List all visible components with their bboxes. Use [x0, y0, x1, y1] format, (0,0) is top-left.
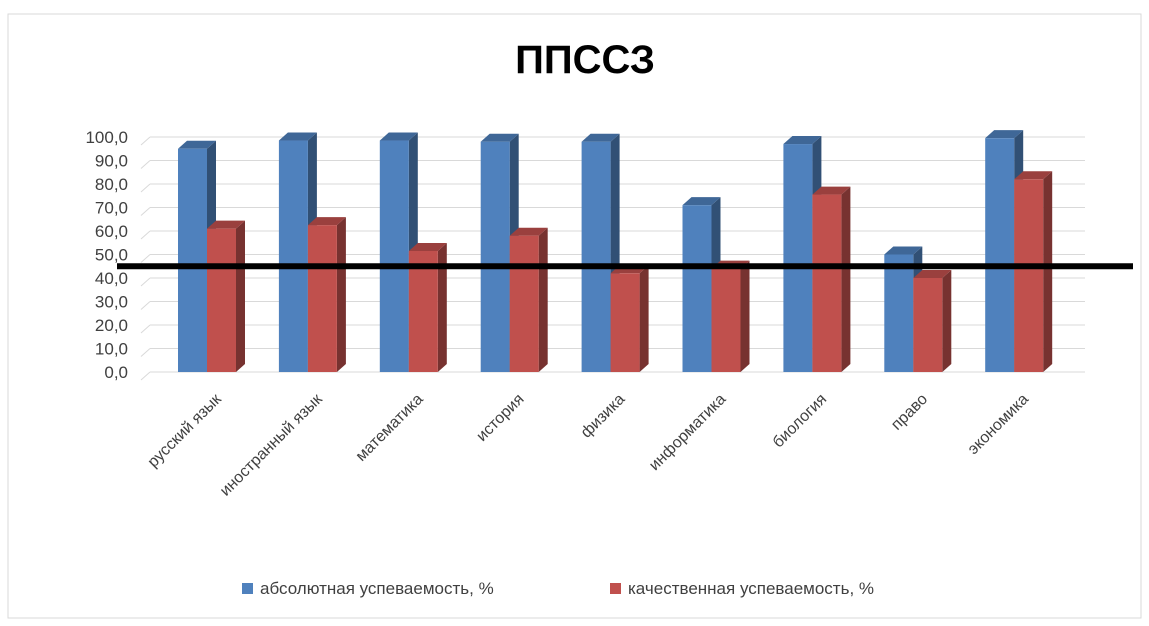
bar-side — [639, 265, 649, 372]
bar-top — [278, 132, 317, 141]
bar-top — [812, 186, 851, 195]
gridline-depth — [140, 207, 151, 216]
bar-front — [682, 205, 712, 372]
y-tick-label: 20,0 — [95, 316, 128, 335]
bar-0-5 — [682, 197, 721, 372]
y-tick-label: 60,0 — [95, 222, 128, 241]
bar-top — [480, 133, 519, 142]
chart-border — [7, 13, 1142, 619]
bar-front — [408, 250, 438, 372]
bar-top — [581, 133, 620, 142]
bar-1-5 — [711, 260, 750, 372]
bar-side — [437, 242, 447, 372]
bar-top — [178, 140, 216, 149]
gridline-depth — [140, 136, 151, 146]
y-tick-label: 80,0 — [95, 175, 128, 194]
bar-side — [538, 227, 548, 372]
bar-front — [913, 278, 943, 372]
gridline-depth — [140, 324, 151, 334]
bar-front — [1014, 179, 1044, 372]
legend-label-1: качественная успеваемость, % — [628, 579, 874, 598]
bar-1-7 — [913, 270, 952, 372]
gridline-depth — [140, 348, 151, 357]
bar-top — [1014, 171, 1053, 180]
gridline-depth — [140, 254, 151, 263]
y-tick-label: 50,0 — [95, 246, 128, 265]
bar-top — [307, 217, 346, 226]
bar-1-8 — [1014, 171, 1053, 372]
bar-1-6 — [812, 186, 851, 372]
bar-1-0 — [207, 220, 245, 372]
bar-side — [942, 270, 952, 372]
gridline-depth — [140, 230, 151, 240]
bar-side — [740, 260, 750, 372]
bar-top — [913, 270, 952, 278]
y-tick-label: 90,0 — [95, 152, 128, 171]
bar-1-1 — [307, 217, 346, 372]
y-tick-label: 70,0 — [95, 199, 128, 218]
legend: абсолютная успеваемость, % качественная … — [242, 579, 874, 598]
bar-front — [509, 235, 539, 372]
legend-swatch-1 — [610, 583, 621, 594]
gridline-depth — [140, 183, 151, 193]
bar-front — [884, 254, 914, 372]
bar-front — [307, 225, 337, 372]
bar-0-1 — [278, 132, 317, 372]
bar-top — [408, 242, 447, 251]
bar-side — [336, 217, 346, 372]
gridline-depth — [140, 371, 151, 381]
bar-top — [509, 227, 548, 236]
bar-0-0 — [178, 140, 216, 372]
legend-label-0: абсолютная успеваемость, % — [260, 579, 494, 598]
bar-front — [207, 228, 236, 372]
bar-top — [207, 220, 245, 229]
bar-side — [1043, 171, 1053, 372]
y-tick-label: 100,0 — [85, 128, 128, 147]
bar-top — [682, 197, 721, 206]
bar-front — [480, 141, 510, 372]
bar-top — [884, 246, 923, 255]
bar-top — [985, 130, 1024, 139]
bar-front — [278, 140, 308, 372]
bar-front — [783, 144, 813, 372]
y-tick-label: 30,0 — [95, 293, 128, 312]
bar-front — [812, 194, 842, 372]
bar-0-2 — [379, 132, 418, 372]
bar-front — [178, 148, 207, 372]
y-tick-label: 40,0 — [95, 269, 128, 288]
bar-front — [610, 273, 640, 372]
y-tick-label: 0,0 — [104, 363, 128, 382]
chart-title: ППССЗ — [515, 38, 655, 82]
bar-front — [711, 268, 741, 372]
bar-top — [379, 132, 418, 141]
bar-1-2 — [408, 242, 447, 372]
bar-1-4 — [610, 265, 649, 372]
bar-front — [379, 140, 409, 372]
bar-front — [581, 141, 611, 372]
gridline-depth — [140, 301, 151, 310]
y-axis-ticks: 0,0 10,0 20,0 30,0 40,0 50,0 60,0 70,0 80,0 90,0 1… — [85, 128, 128, 382]
bar-front — [985, 138, 1015, 372]
y-tick-label: 10,0 — [95, 340, 128, 359]
bar-top — [783, 136, 822, 145]
bar-side — [236, 220, 245, 372]
bar-side — [841, 186, 851, 372]
legend-swatch-0 — [242, 583, 253, 594]
bar-0-3 — [480, 133, 519, 372]
gridline-depth — [140, 277, 151, 287]
bar-1-3 — [509, 227, 548, 372]
bars — [178, 130, 1053, 372]
gridline-depth — [140, 160, 151, 169]
